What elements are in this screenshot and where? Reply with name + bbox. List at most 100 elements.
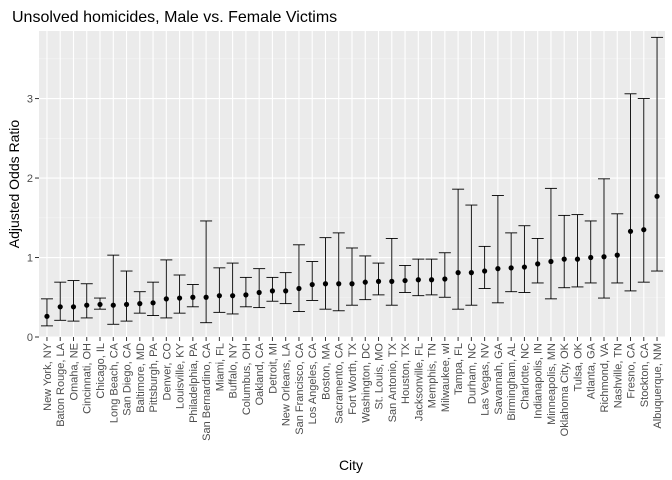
x-tick-label: Atlanta, GA: [586, 342, 598, 399]
error-bar: [160, 259, 173, 319]
data-point: [614, 252, 620, 258]
error-bar: [531, 237, 544, 284]
data-point: [203, 294, 209, 300]
x-tick-label: San Bernardino, CA: [201, 342, 213, 440]
data-point: [442, 276, 448, 282]
data-point: [190, 294, 196, 300]
x-tick-label: Omaha, NE: [68, 343, 80, 400]
error-bar: [40, 298, 53, 327]
x-tick-label: Washington, DC: [360, 343, 372, 423]
y-tick-label: 3: [27, 94, 33, 106]
data-point: [336, 281, 342, 287]
x-tick-label: Stockton, CA: [639, 342, 651, 407]
error-bar: [346, 247, 358, 306]
x-tick-label: San Francisco, CA: [294, 342, 306, 434]
error-bar: [558, 214, 571, 289]
error-bar: [306, 261, 319, 301]
data-point: [309, 281, 315, 288]
error-bar: [624, 93, 637, 292]
error-bar: [292, 244, 305, 313]
x-tick-label: Columbus, OH: [241, 343, 253, 415]
data-point: [455, 270, 461, 276]
x-tick-label: Miami, FL: [214, 343, 226, 391]
x-tick-label: Savannah, GA: [493, 342, 505, 414]
error-bar: [173, 274, 186, 314]
data-point: [389, 278, 395, 284]
y-tick-label: 0: [27, 332, 33, 344]
y-axis-title: Adjusted Odds Ratio: [6, 120, 22, 249]
data-point: [349, 281, 355, 287]
data-point: [322, 281, 329, 287]
data-point: [150, 300, 156, 306]
error-bar: [319, 237, 332, 310]
data-point: [468, 270, 474, 276]
error-bar: [544, 187, 557, 300]
error-bar: [425, 258, 438, 296]
data-point: [230, 293, 236, 299]
x-tick-label: Albuquerque, NM: [652, 343, 664, 429]
error-bar: [571, 214, 584, 288]
data-point: [176, 295, 183, 301]
data-point: [428, 277, 435, 283]
error-bar: [213, 267, 226, 313]
x-tick-label: Fresno, CA: [626, 342, 638, 398]
data-point: [269, 288, 276, 294]
x-tick-label: Durham, NC: [466, 343, 478, 404]
data-point: [84, 302, 90, 308]
error-bar: [107, 254, 120, 325]
x-tick-label: Jacksonville, FL: [413, 343, 425, 421]
x-tick-label: Indianapolis, IN: [533, 343, 545, 419]
data-point: [548, 258, 554, 265]
x-tick-label: Philadelphia, PA: [188, 342, 200, 423]
x-tick-label: Fort Worth, TX: [347, 342, 359, 414]
data-point: [216, 293, 222, 299]
x-tick-label: Nashville, TN: [612, 343, 624, 408]
error-bar: [584, 220, 597, 284]
error-bar: [465, 204, 478, 306]
data-point: [561, 256, 567, 262]
chart-title: Unsolved homicides, Male vs. Female Vict…: [12, 9, 337, 26]
error-bar: [452, 188, 465, 310]
y-tick-label: 1: [27, 253, 33, 265]
x-tick-label: Oakland, CA: [254, 342, 266, 405]
error-bar: [505, 232, 518, 293]
y-tick-label: 2: [27, 173, 33, 185]
data-point: [243, 292, 249, 298]
x-tick-label: Chicago, IL: [95, 343, 107, 399]
x-tick-label: Birmingham, AL: [506, 343, 518, 421]
data-point: [137, 301, 143, 307]
data-point: [521, 264, 528, 270]
x-tick-label: Long Beach, CA: [108, 342, 120, 423]
error-bar: [478, 245, 491, 289]
data-point: [482, 268, 488, 274]
data-point: [495, 266, 501, 272]
error-bar: [200, 220, 213, 324]
x-tick-label: New York, NY: [42, 342, 54, 411]
error-bar: [359, 255, 372, 301]
error-bar: [611, 213, 624, 284]
error-bar: [147, 281, 160, 316]
data-point: [375, 278, 382, 284]
x-tick-label: Las Vegas, NV: [480, 342, 492, 415]
data-point: [508, 265, 514, 271]
error-bar: [120, 270, 133, 322]
y-axis-ticks: 0 1 2 3: [27, 94, 39, 344]
x-tick-label: Louisville, KY: [175, 342, 187, 409]
x-tick-label: Baton Rouge, LA: [55, 342, 67, 426]
data-point: [123, 301, 130, 308]
x-tick-label: Minneapolis, MN: [546, 343, 558, 425]
x-tick-label: Cincinnati, OH: [82, 343, 94, 414]
error-bar: [239, 276, 252, 308]
x-tick-label: Baltimore, MD: [135, 343, 147, 413]
x-axis-title: City: [339, 457, 363, 473]
data-point: [283, 288, 289, 294]
data-point: [70, 304, 77, 310]
data-point: [362, 279, 368, 285]
data-point: [627, 228, 634, 234]
x-tick-label: Oklahoma City, OK: [559, 342, 571, 436]
data-points: [44, 193, 660, 319]
x-tick-label: Detroit, MI: [267, 343, 279, 394]
data-point: [588, 254, 594, 261]
data-point: [57, 304, 63, 310]
x-tick-label: Boston, MA: [320, 342, 332, 400]
